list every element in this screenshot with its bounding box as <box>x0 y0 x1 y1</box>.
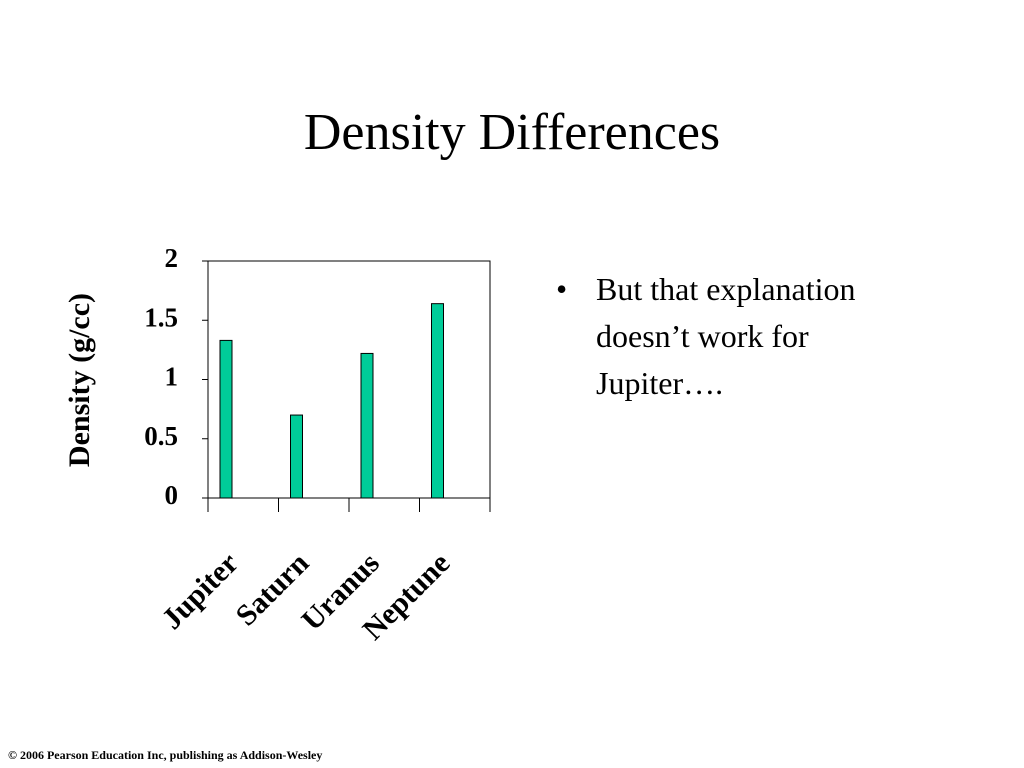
bullet-item: • But that explanation doesn’t work for J… <box>556 266 916 407</box>
footer: © 2006 Pearson Education Inc, publishing… <box>8 748 323 762</box>
y-tick-label: 1.5 <box>144 302 178 332</box>
chart-title: Density Differences <box>304 104 720 161</box>
bar <box>290 414 303 499</box>
bar <box>360 352 374 499</box>
y-tick-label: 0 <box>165 480 179 510</box>
bar <box>219 339 233 499</box>
y-tick-label: 2 <box>165 243 179 273</box>
bullet-text: But that explanation doesn’t work for Ju… <box>596 271 856 401</box>
y-tick-label: 1 <box>165 362 179 392</box>
chart: Density Differences Density (g/cc) 0 0.5 1… <box>63 104 720 646</box>
x-tick-label: Jupiter <box>155 546 244 635</box>
bar <box>431 303 444 499</box>
y-tick-label: 0.5 <box>144 421 178 451</box>
bullet-dot: • <box>556 271 568 307</box>
plot-frame <box>207 260 491 499</box>
y-axis-label: Density (g/cc) <box>63 293 96 467</box>
